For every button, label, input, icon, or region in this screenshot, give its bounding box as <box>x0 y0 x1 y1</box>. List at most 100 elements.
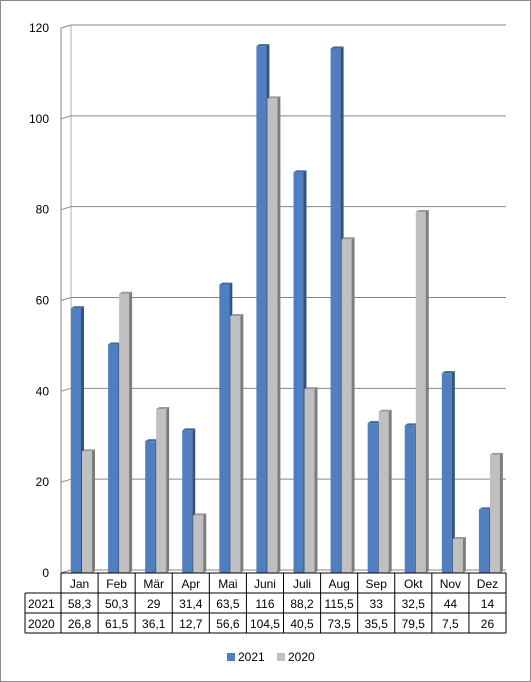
gridline-diag <box>60 297 72 301</box>
bar-front <box>71 308 81 573</box>
bar-top <box>193 513 207 516</box>
y-tick-label: 40 <box>36 384 50 398</box>
bar-front <box>156 409 167 573</box>
x-tick-label: Nov <box>440 577 461 591</box>
bar-2020-Aug <box>341 237 355 573</box>
bar-top <box>341 237 355 240</box>
bar-top <box>156 407 170 410</box>
bar-side <box>314 387 318 573</box>
bar-top <box>330 46 344 49</box>
table-cell: 116 <box>255 597 274 611</box>
bar-side <box>425 209 429 573</box>
table-cell: 40,5 <box>290 617 314 631</box>
bar-front <box>267 98 278 573</box>
bar-top <box>71 306 84 309</box>
bar-top <box>304 387 318 390</box>
table-cell: 36,1 <box>142 617 166 631</box>
x-tick-label: Mär <box>143 577 164 591</box>
y-tick-label: 60 <box>36 294 50 308</box>
bar-top <box>378 409 392 412</box>
bar-top <box>478 507 492 510</box>
bar-front <box>489 454 500 573</box>
bar-top <box>230 313 244 316</box>
bar-top <box>452 536 466 539</box>
bar-2020-Juli <box>304 387 318 573</box>
gridline-diag <box>60 24 72 29</box>
table-cell: 33 <box>370 597 384 611</box>
table-cell: 29 <box>147 597 161 611</box>
bar-top <box>145 439 159 442</box>
x-tick-label: Dez <box>477 577 498 591</box>
x-tick-label: Feb <box>106 577 127 591</box>
bar-front <box>341 239 352 573</box>
table-cell: 115,5 <box>325 597 354 611</box>
bar-2020-Nov <box>452 536 466 573</box>
bar-front <box>293 172 304 574</box>
bar-top <box>119 291 133 294</box>
bar-top <box>293 170 307 173</box>
table-cell: 104,5 <box>250 617 280 631</box>
x-tick-label: Okt <box>404 577 423 591</box>
table-series-name: 2021 <box>28 597 55 611</box>
bar-side <box>462 536 466 573</box>
bar-front <box>478 509 489 573</box>
legend-swatch <box>227 653 235 661</box>
bar-front <box>367 423 378 573</box>
table-cell: 61,5 <box>105 617 129 631</box>
bar-front <box>119 293 130 573</box>
legend-label: 2020 <box>288 650 315 664</box>
y-tick-label: 0 <box>42 566 49 580</box>
gridline-diag <box>60 206 72 211</box>
table-cell: 35,5 <box>365 617 389 631</box>
bar-2020-Juni <box>267 96 281 573</box>
table-cell: 50,3 <box>105 597 129 611</box>
bar-side <box>388 409 392 573</box>
bar-2020-Mär <box>156 407 170 573</box>
x-tick-label: Sep <box>366 577 388 591</box>
bar-2020-Jan <box>82 449 95 573</box>
bar-front <box>378 411 389 573</box>
bar-front <box>82 451 92 573</box>
bar-front <box>304 389 315 573</box>
bar-front <box>404 425 415 573</box>
bar-side <box>166 407 170 573</box>
bar-side <box>129 291 133 573</box>
x-tick-label: Juli <box>293 577 311 591</box>
bar-top <box>489 452 503 455</box>
legend-label: 2021 <box>238 650 265 664</box>
bar-side <box>240 313 244 573</box>
y-tick-label: 100 <box>29 112 49 126</box>
bar-side <box>351 237 355 573</box>
data-table: Jan Feb Mär Apr Mai Juni Juli Aug Sep Okt Nov Dez 20… <box>24 572 507 634</box>
bar-top <box>415 209 429 212</box>
table-cell: 63,5 <box>216 597 240 611</box>
table-cell: 79,5 <box>402 617 426 631</box>
x-tick-label: Juni <box>254 577 276 591</box>
gridline-diag <box>60 387 72 392</box>
table-cell: 44 <box>444 597 458 611</box>
y-tick-label: 20 <box>36 475 50 489</box>
bar-front <box>230 315 241 573</box>
table-cell: 14 <box>481 597 495 611</box>
bar-front <box>182 430 193 573</box>
bar-2020-Apr <box>193 513 207 573</box>
table-cell: 88,2 <box>290 597 314 611</box>
bar-top <box>219 282 233 285</box>
bar-2020-Okt <box>415 209 429 573</box>
bar-2021-Nov <box>441 371 455 573</box>
bar-side <box>499 452 503 573</box>
bar-2020-Feb <box>119 291 133 573</box>
gridline-diag <box>60 478 72 483</box>
bar-top <box>441 371 455 374</box>
bar-top <box>404 423 418 426</box>
bar-front <box>330 48 341 573</box>
table-cell: 7,5 <box>442 617 459 631</box>
bar-front <box>441 373 452 573</box>
bar-front <box>415 211 426 573</box>
table-cell: 26 <box>481 617 495 631</box>
bar-side <box>451 371 455 573</box>
bar-front <box>108 344 119 573</box>
bar-top <box>82 449 95 452</box>
